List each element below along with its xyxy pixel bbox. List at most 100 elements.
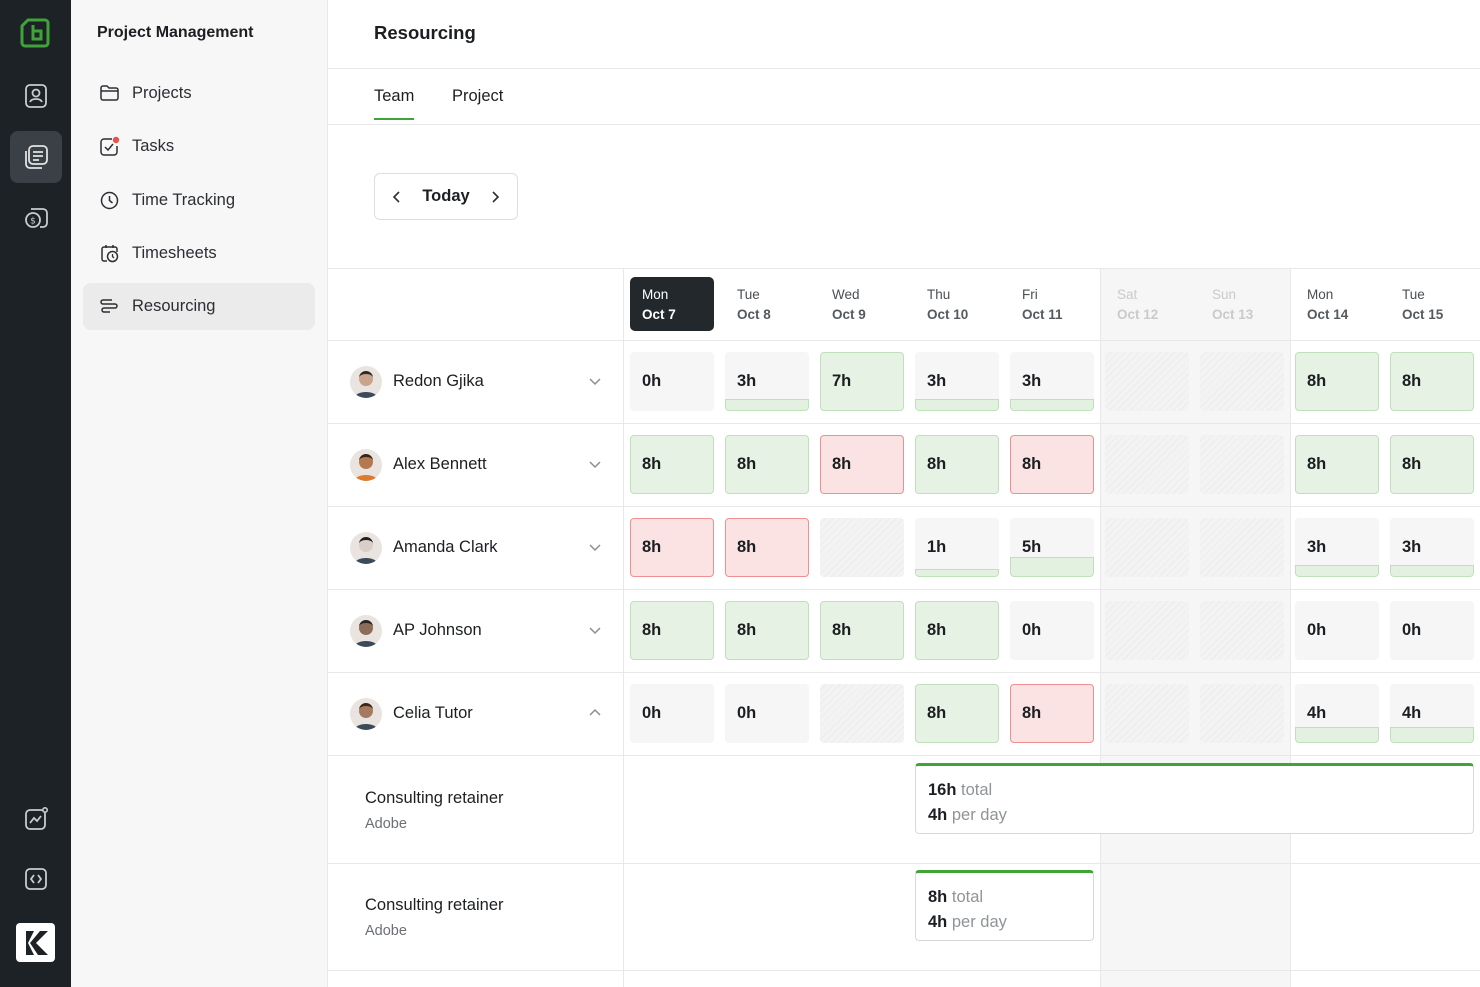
page-title: Resourcing: [374, 22, 476, 43]
hours-cell[interactable]: 8h: [1295, 352, 1379, 411]
total-suffix: total: [961, 781, 993, 799]
day-of-week: Mon: [1307, 287, 1334, 302]
hours-cell[interactable]: 8h: [915, 601, 999, 660]
hours-cell[interactable]: 3h: [725, 352, 809, 411]
hours-cell[interactable]: 8h: [725, 435, 809, 494]
next-week-button[interactable]: [487, 189, 503, 205]
hours-cell[interactable]: 0h: [1010, 601, 1094, 660]
sidebar-item-resourcing[interactable]: Resourcing: [83, 283, 315, 330]
hours-cell[interactable]: [820, 684, 904, 743]
hours-cell[interactable]: 0h: [1390, 601, 1474, 660]
today-button[interactable]: Today: [422, 187, 470, 205]
hours-cell[interactable]: [1105, 518, 1189, 577]
hours-cell[interactable]: [1105, 601, 1189, 660]
sidebar-item-projects[interactable]: Projects: [83, 70, 315, 117]
hours-cell[interactable]: 4h: [1295, 684, 1379, 743]
hours-value: 0h: [1402, 621, 1422, 639]
hours-cell[interactable]: [1200, 352, 1284, 411]
clock-icon: [100, 191, 119, 210]
hours-cell[interactable]: 8h: [1010, 684, 1094, 743]
hours-cell[interactable]: 8h: [820, 601, 904, 660]
hours-cell[interactable]: 8h: [1295, 435, 1379, 494]
hours-cell[interactable]: 0h: [630, 352, 714, 411]
person-name[interactable]: Alex Bennett: [393, 455, 487, 473]
row-divider: [328, 755, 1480, 756]
person-name[interactable]: AP Johnson: [393, 621, 482, 639]
hours-cell[interactable]: 0h: [1295, 601, 1379, 660]
hours-cell[interactable]: 3h: [1390, 518, 1474, 577]
previous-week-button[interactable]: [389, 189, 405, 205]
assignment-client: Adobe: [365, 923, 407, 939]
hours-cell[interactable]: 7h: [820, 352, 904, 411]
hours-value: 3h: [1307, 538, 1327, 556]
hours-cell[interactable]: [1105, 435, 1189, 494]
day-header: Thu Oct 10: [915, 277, 999, 331]
hours-cell[interactable]: 4h: [1390, 684, 1474, 743]
hours-cell[interactable]: 8h: [915, 684, 999, 743]
sidebar-item-tasks[interactable]: Tasks: [83, 123, 315, 170]
expand-row-button[interactable]: [588, 540, 602, 554]
sidebar-item-timesheets[interactable]: Timesheets: [83, 230, 315, 277]
brand-logo[interactable]: [16, 923, 55, 962]
hours-cell[interactable]: 3h: [1295, 518, 1379, 577]
avatar-photo-icon: [350, 615, 382, 647]
hours-cell[interactable]: 8h: [725, 518, 809, 577]
hours-cell[interactable]: 8h: [630, 518, 714, 577]
hours-cell[interactable]: [820, 518, 904, 577]
rail-billing-button[interactable]: $: [10, 192, 62, 244]
sidebar-item-time-tracking[interactable]: Time Tracking: [83, 177, 315, 224]
hours-cell[interactable]: [1105, 352, 1189, 411]
tab-project[interactable]: Project: [452, 87, 504, 105]
hours-cell[interactable]: 1h: [915, 518, 999, 577]
person-name[interactable]: Amanda Clark: [393, 538, 498, 556]
hours-cell[interactable]: 8h: [1010, 435, 1094, 494]
resourcing-icon: [100, 299, 118, 313]
rail-documents-button[interactable]: [10, 131, 62, 183]
hours-cell[interactable]: 3h: [915, 352, 999, 411]
hours-cell[interactable]: 5h: [1010, 518, 1094, 577]
assignment-name[interactable]: Consulting retainer: [365, 896, 504, 914]
hours-fill-bar: [725, 399, 809, 411]
day-of-week: Thu: [927, 287, 951, 302]
hours-cell[interactable]: 8h: [1390, 352, 1474, 411]
sidebar-item-label: Tasks: [132, 137, 175, 155]
tab-team[interactable]: Team: [374, 87, 415, 120]
allocation-bar[interactable]: 16h total 4h per day: [915, 763, 1474, 834]
chevron-left-icon: [392, 190, 400, 203]
hours-cell[interactable]: 0h: [725, 684, 809, 743]
hours-cell[interactable]: 0h: [630, 684, 714, 743]
hours-value: 8h: [832, 621, 852, 639]
hours-cell[interactable]: 8h: [725, 601, 809, 660]
sidebar-item-label: Resourcing: [132, 297, 216, 315]
person-name[interactable]: Redon Gjika: [393, 372, 484, 390]
hours-cell[interactable]: 8h: [630, 435, 714, 494]
hours-cell[interactable]: 8h: [1390, 435, 1474, 494]
hours-cell[interactable]: 8h: [915, 435, 999, 494]
hours-cell[interactable]: [1200, 435, 1284, 494]
rail-contacts-button[interactable]: [10, 70, 62, 122]
hours-cell[interactable]: 8h: [630, 601, 714, 660]
hours-value: 0h: [1307, 621, 1327, 639]
rail-analytics-button[interactable]: [10, 793, 62, 845]
hours-cell[interactable]: [1105, 684, 1189, 743]
rail-code-button[interactable]: [10, 853, 62, 905]
main-panel: Resourcing Team Project Today Mon Oct 7 Tu…: [328, 0, 1480, 987]
hours-value: 0h: [1022, 621, 1042, 639]
collapse-row-button[interactable]: [588, 706, 602, 720]
date-navigator: Today: [374, 173, 518, 220]
hours-cell[interactable]: [1200, 684, 1284, 743]
app-logo-icon[interactable]: [19, 17, 51, 49]
hours-cell[interactable]: 3h: [1010, 352, 1094, 411]
expand-row-button[interactable]: [588, 623, 602, 637]
row-divider: [328, 589, 1480, 590]
expand-row-button[interactable]: [588, 374, 602, 388]
hours-cell[interactable]: [1200, 518, 1284, 577]
person-name[interactable]: Celia Tutor: [393, 704, 473, 722]
assignment-name[interactable]: Consulting retainer: [365, 789, 504, 807]
task-check-icon: [100, 136, 120, 156]
total-suffix: total: [951, 888, 984, 906]
expand-row-button[interactable]: [588, 457, 602, 471]
hours-cell[interactable]: [1200, 601, 1284, 660]
hours-cell[interactable]: 8h: [820, 435, 904, 494]
allocation-bar[interactable]: 8h total 4h per day: [915, 870, 1094, 941]
